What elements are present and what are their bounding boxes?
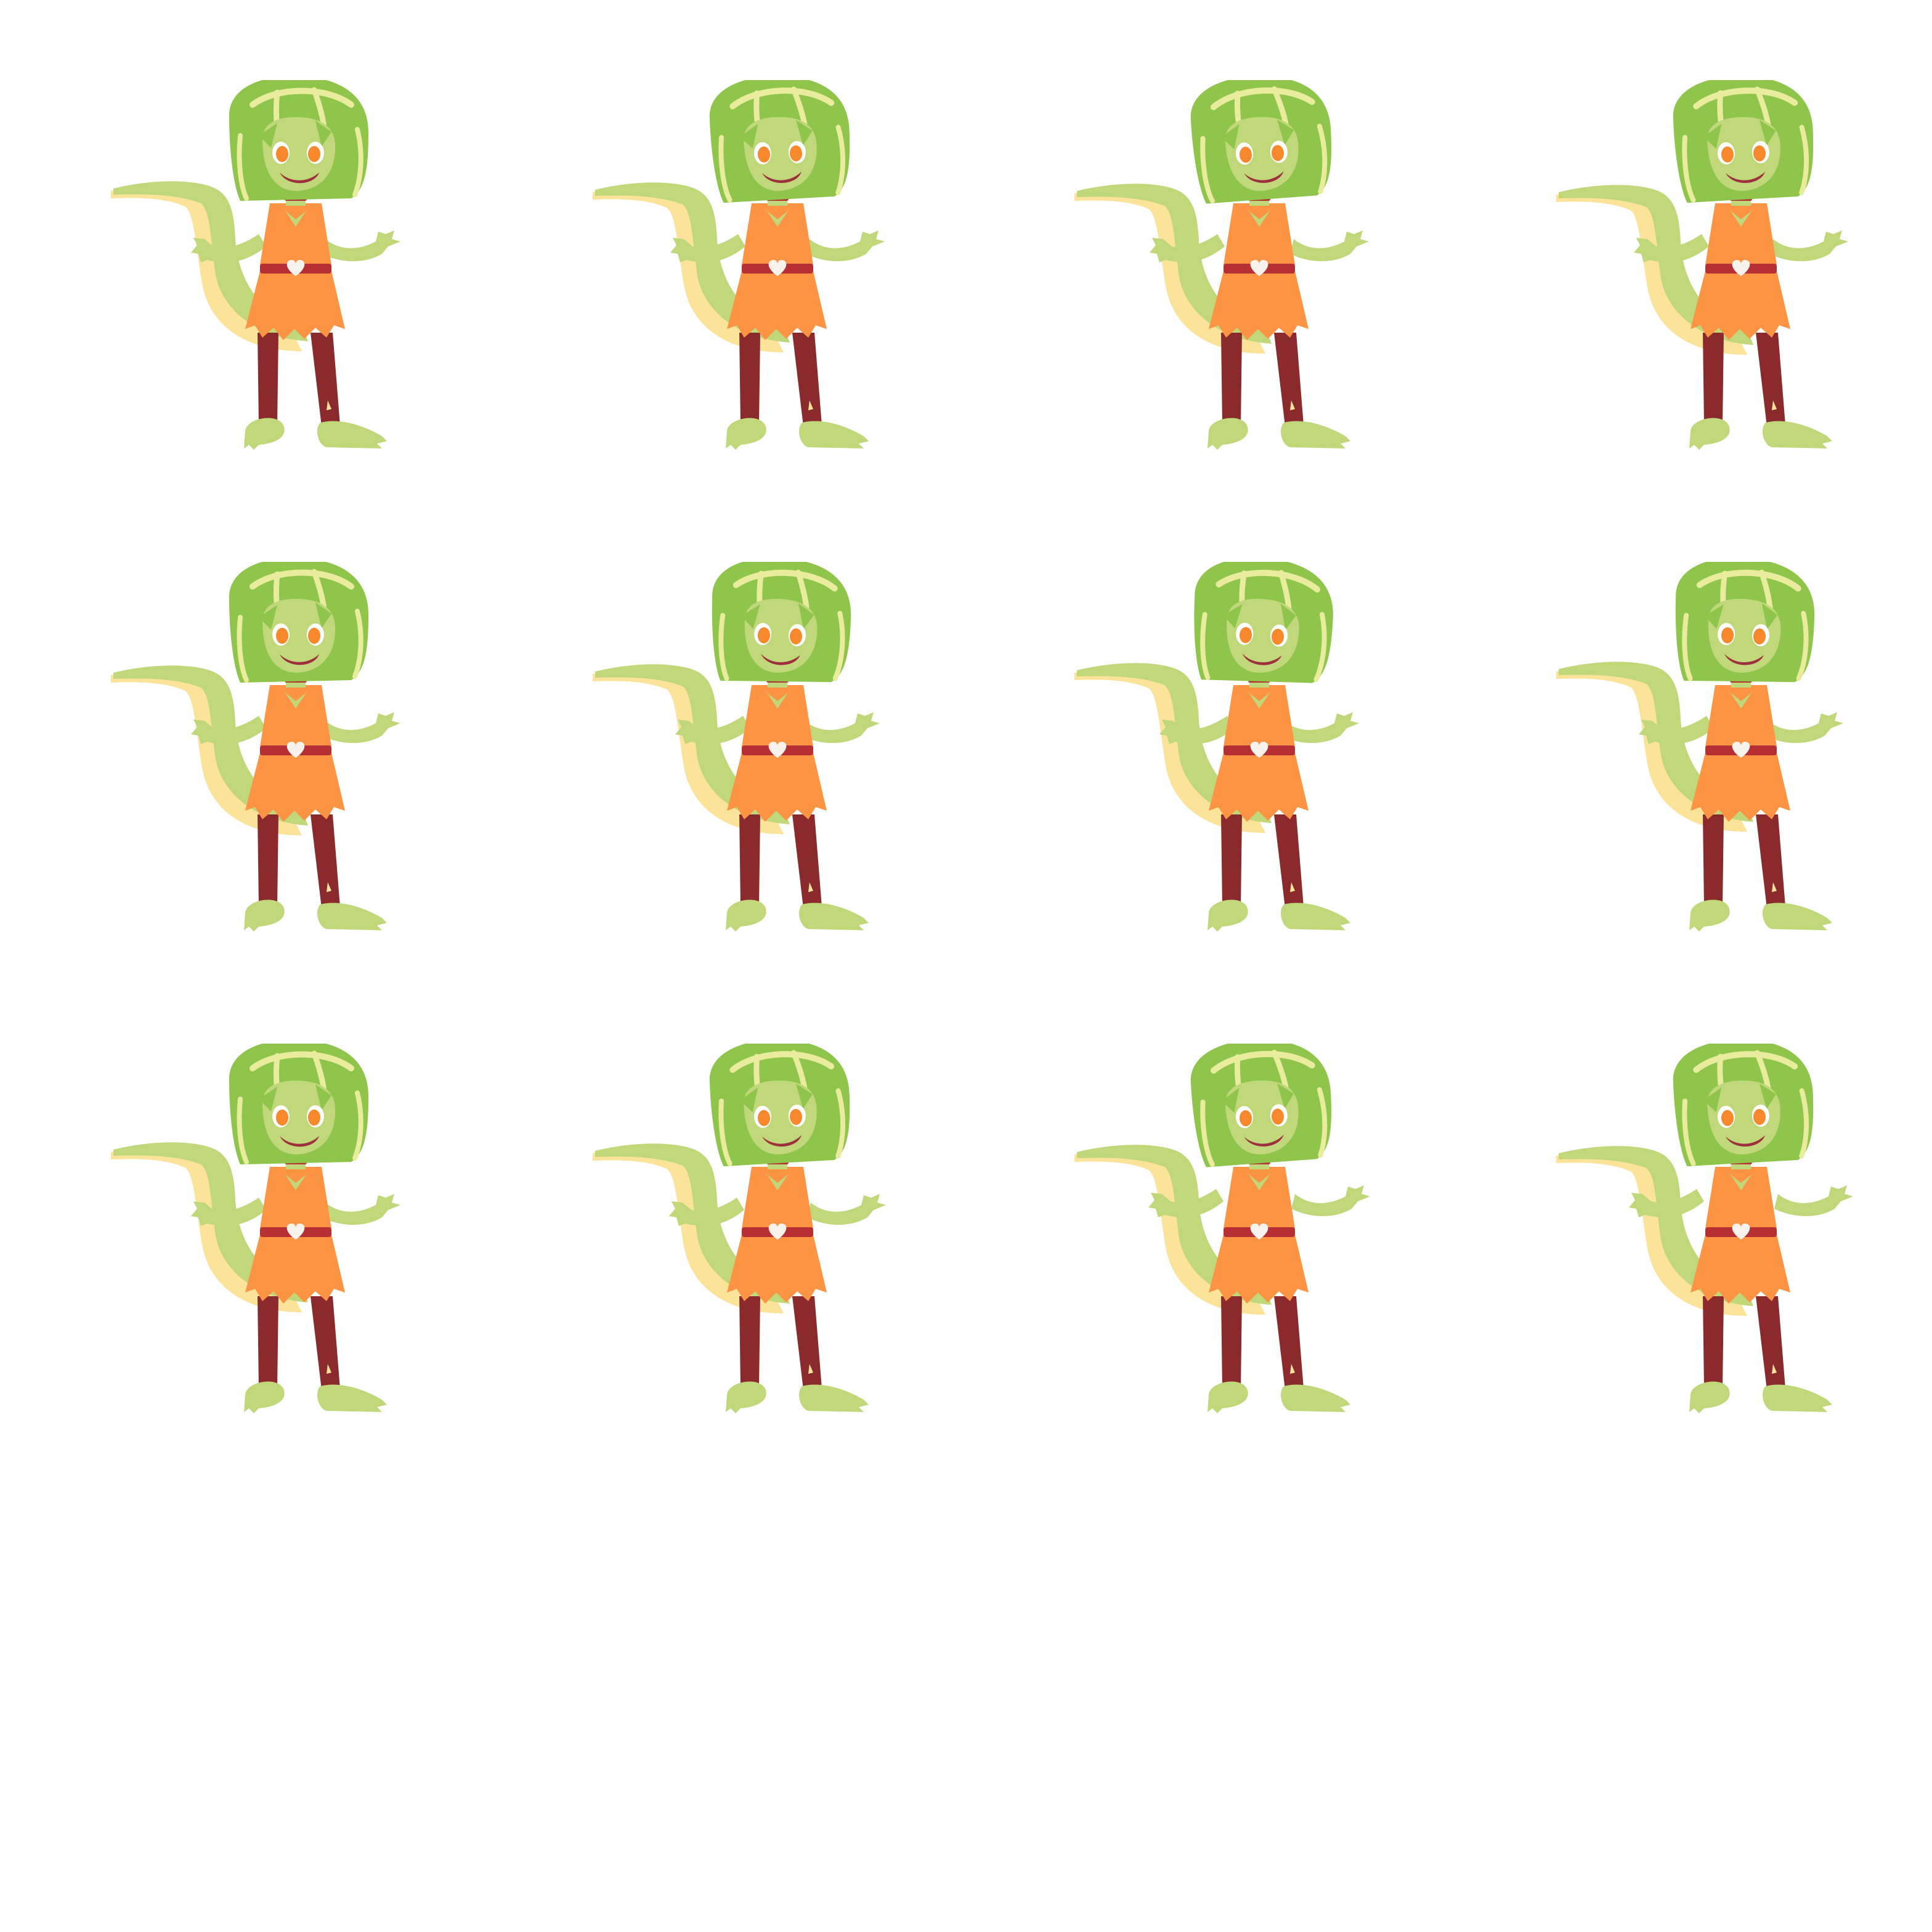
dress bbox=[1690, 685, 1790, 822]
feet bbox=[1208, 418, 1350, 450]
dress bbox=[1209, 203, 1309, 340]
feet bbox=[1689, 1381, 1832, 1413]
dress bbox=[245, 1167, 345, 1304]
sprite-frame bbox=[92, 562, 499, 1018]
sprite-frame bbox=[1056, 562, 1463, 1018]
sprite-frame bbox=[574, 562, 981, 1018]
feet bbox=[1689, 899, 1832, 932]
legs bbox=[1703, 333, 1785, 426]
feet bbox=[244, 1381, 387, 1413]
sprite-frame bbox=[1056, 1044, 1463, 1500]
sprite-frame bbox=[1538, 80, 1932, 536]
head bbox=[1190, 80, 1332, 204]
dress bbox=[1690, 203, 1790, 340]
legs bbox=[1221, 333, 1304, 426]
sprite-frame bbox=[1056, 80, 1463, 536]
head bbox=[1190, 1044, 1332, 1167]
feet bbox=[726, 418, 869, 450]
sprite-frame bbox=[92, 1044, 499, 1500]
arms bbox=[1634, 230, 1848, 262]
feet bbox=[1689, 418, 1832, 450]
dress bbox=[1209, 1167, 1309, 1304]
head bbox=[709, 80, 850, 203]
arms bbox=[1159, 712, 1359, 744]
sprite-frame bbox=[574, 1044, 981, 1500]
legs bbox=[739, 333, 822, 426]
sprite-frame bbox=[92, 80, 499, 536]
head bbox=[709, 1044, 850, 1167]
dress bbox=[727, 685, 827, 822]
arms bbox=[191, 230, 400, 262]
head bbox=[229, 562, 369, 683]
legs bbox=[1221, 1296, 1304, 1390]
head bbox=[712, 562, 851, 683]
arms bbox=[669, 1194, 886, 1226]
legs bbox=[258, 333, 340, 426]
arms bbox=[1639, 712, 1843, 744]
sprite-frame bbox=[1538, 1044, 1932, 1500]
arms bbox=[1629, 1185, 1853, 1217]
head bbox=[1673, 1044, 1814, 1167]
arms bbox=[670, 230, 885, 262]
arms bbox=[1148, 1185, 1370, 1217]
legs bbox=[1703, 814, 1785, 908]
feet bbox=[1208, 1381, 1350, 1413]
head bbox=[1675, 562, 1815, 683]
feet bbox=[244, 899, 387, 932]
feet bbox=[1208, 899, 1350, 932]
dress bbox=[1209, 685, 1309, 822]
head bbox=[1194, 562, 1333, 683]
arms bbox=[675, 712, 880, 744]
dress bbox=[1690, 1167, 1790, 1304]
arms bbox=[1150, 230, 1369, 262]
sprite-frame bbox=[574, 80, 981, 536]
head bbox=[1673, 80, 1814, 203]
feet bbox=[726, 899, 869, 932]
legs bbox=[739, 814, 822, 908]
arms bbox=[191, 1194, 400, 1226]
dress bbox=[245, 685, 345, 822]
legs bbox=[1221, 814, 1304, 908]
dress bbox=[727, 203, 827, 340]
dress bbox=[727, 1167, 827, 1304]
head bbox=[229, 80, 369, 201]
feet bbox=[726, 1381, 869, 1413]
sprite-frame bbox=[1538, 562, 1932, 1018]
legs bbox=[739, 1296, 822, 1390]
head bbox=[229, 1044, 369, 1164]
legs bbox=[258, 814, 340, 908]
legs bbox=[258, 1296, 340, 1390]
dress bbox=[245, 203, 345, 340]
legs bbox=[1703, 1296, 1785, 1390]
arms bbox=[191, 712, 400, 744]
feet bbox=[244, 418, 387, 450]
